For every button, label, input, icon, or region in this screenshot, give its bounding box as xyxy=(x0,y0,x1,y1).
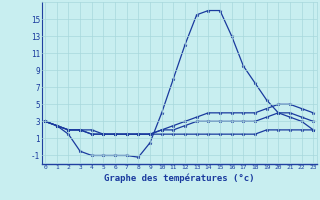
X-axis label: Graphe des températures (°c): Graphe des températures (°c) xyxy=(104,173,254,183)
